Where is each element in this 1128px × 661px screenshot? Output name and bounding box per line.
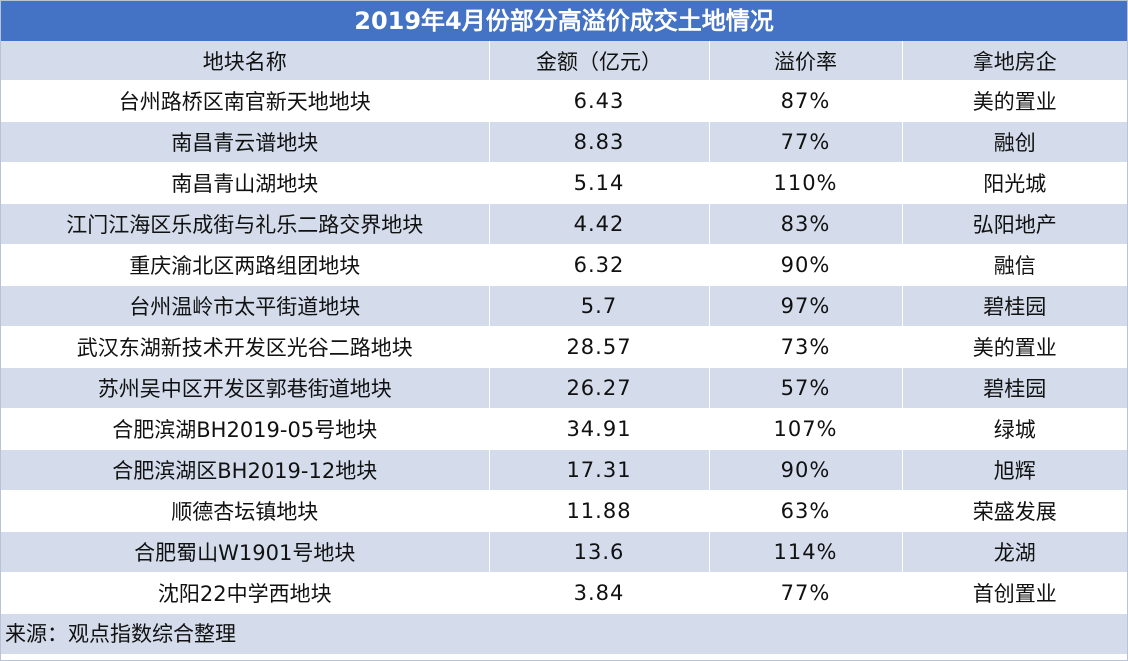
table-row: 台州路桥区南官新天地地块 6.43 87% 美的置业 — [1, 80, 1127, 122]
land-name-cell: 沈阳22中学西地块 — [1, 572, 490, 614]
land-name-cell: 南昌青山湖地块 — [1, 162, 490, 204]
table-row: 重庆渝北区两路组团地块 6.32 90% 融信 — [1, 244, 1127, 286]
premium-rate-cell: 63% — [709, 490, 903, 532]
table-row: 南昌青山湖地块 5.14 110% 阳光城 — [1, 162, 1127, 204]
table-row: 顺德杏坛镇地块 11.88 63% 荣盛发展 — [1, 490, 1127, 532]
table-row: 合肥滨湖区BH2019-12地块 17.31 90% 旭辉 — [1, 449, 1127, 491]
developer-cell: 首创置业 — [902, 572, 1127, 614]
header-land-name: 地块名称 — [1, 41, 490, 81]
header-amount: 金额（亿元） — [489, 41, 710, 81]
amount-cell: 26.27 — [489, 367, 710, 409]
land-name-cell: 南昌青云谱地块 — [1, 121, 490, 163]
premium-rate-cell: 107% — [709, 408, 903, 450]
amount-cell: 8.83 — [489, 121, 710, 163]
land-name-cell: 合肥滨湖区BH2019-12地块 — [1, 449, 490, 491]
amount-cell: 11.88 — [489, 490, 710, 532]
developer-cell: 绿城 — [902, 408, 1127, 450]
amount-cell: 6.32 — [489, 244, 710, 286]
developer-cell: 融信 — [902, 244, 1127, 286]
land-deals-table: 地块名称 金额（亿元） 溢价率 拿地房企 台州路桥区南官新天地地块 6.43 87%… — [1, 41, 1127, 614]
developer-cell: 荣盛发展 — [902, 490, 1127, 532]
premium-rate-cell: 87% — [709, 80, 903, 122]
premium-rate-cell: 114% — [709, 531, 903, 573]
land-name-cell: 顺德杏坛镇地块 — [1, 490, 490, 532]
table-row: 台州温岭市太平街道地块 5.7 97% 碧桂园 — [1, 285, 1127, 327]
premium-rate-cell: 97% — [709, 285, 903, 327]
developer-cell: 旭辉 — [902, 449, 1127, 491]
land-name-cell: 江门江海区乐成街与礼乐二路交界地块 — [1, 203, 490, 245]
amount-cell: 28.57 — [489, 326, 710, 368]
developer-cell: 弘阳地产 — [902, 203, 1127, 245]
land-name-cell: 合肥蜀山W1901号地块 — [1, 531, 490, 573]
developer-cell: 阳光城 — [902, 162, 1127, 204]
developer-cell: 美的置业 — [902, 326, 1127, 368]
amount-cell: 3.84 — [489, 572, 710, 614]
table-title: 2019年4月份部分高溢价成交土地情况 — [1, 1, 1127, 41]
land-name-cell: 武汉东湖新技术开发区光谷二路地块 — [1, 326, 490, 368]
amount-cell: 13.6 — [489, 531, 710, 573]
table-row: 合肥蜀山W1901号地块 13.6 114% 龙湖 — [1, 531, 1127, 573]
developer-cell: 美的置业 — [902, 80, 1127, 122]
premium-rate-cell: 83% — [709, 203, 903, 245]
premium-rate-cell: 73% — [709, 326, 903, 368]
amount-cell: 5.7 — [489, 285, 710, 327]
developer-cell: 龙湖 — [902, 531, 1127, 573]
header-row: 地块名称 金额（亿元） 溢价率 拿地房企 — [1, 41, 1127, 81]
amount-cell: 5.14 — [489, 162, 710, 204]
developer-cell: 碧桂园 — [902, 285, 1127, 327]
land-name-cell: 台州路桥区南官新天地地块 — [1, 80, 490, 122]
table-row: 江门江海区乐成街与礼乐二路交界地块 4.42 83% 弘阳地产 — [1, 203, 1127, 245]
premium-rate-cell: 110% — [709, 162, 903, 204]
table-row: 合肥滨湖BH2019-05号地块 34.91 107% 绿城 — [1, 408, 1127, 450]
land-name-cell: 台州温岭市太平街道地块 — [1, 285, 490, 327]
land-name-cell: 苏州吴中区开发区郭巷街道地块 — [1, 367, 490, 409]
premium-rate-cell: 77% — [709, 572, 903, 614]
premium-rate-cell: 77% — [709, 121, 903, 163]
table-body: 台州路桥区南官新天地地块 6.43 87% 美的置业 南昌青云谱地块 8.83 77% 融创南… — [1, 80, 1127, 614]
table-row: 武汉东湖新技术开发区光谷二路地块 28.57 73% 美的置业 — [1, 326, 1127, 368]
header-premium-rate: 溢价率 — [709, 41, 903, 81]
premium-rate-cell: 90% — [709, 244, 903, 286]
amount-cell: 6.43 — [489, 80, 710, 122]
premium-rate-cell: 90% — [709, 449, 903, 491]
table-row: 苏州吴中区开发区郭巷街道地块 26.27 57% 碧桂园 — [1, 367, 1127, 409]
developer-cell: 融创 — [902, 121, 1127, 163]
land-name-cell: 合肥滨湖BH2019-05号地块 — [1, 408, 490, 450]
header-developer: 拿地房企 — [902, 41, 1127, 81]
source-note: 来源：观点指数综合整理 — [1, 614, 1127, 654]
amount-cell: 34.91 — [489, 408, 710, 450]
table-row: 南昌青云谱地块 8.83 77% 融创 — [1, 121, 1127, 163]
table-row: 沈阳22中学西地块 3.84 77% 首创置业 — [1, 572, 1127, 614]
premium-rate-cell: 57% — [709, 367, 903, 409]
amount-cell: 4.42 — [489, 203, 710, 245]
land-name-cell: 重庆渝北区两路组团地块 — [1, 244, 490, 286]
developer-cell: 碧桂园 — [902, 367, 1127, 409]
amount-cell: 17.31 — [489, 449, 710, 491]
